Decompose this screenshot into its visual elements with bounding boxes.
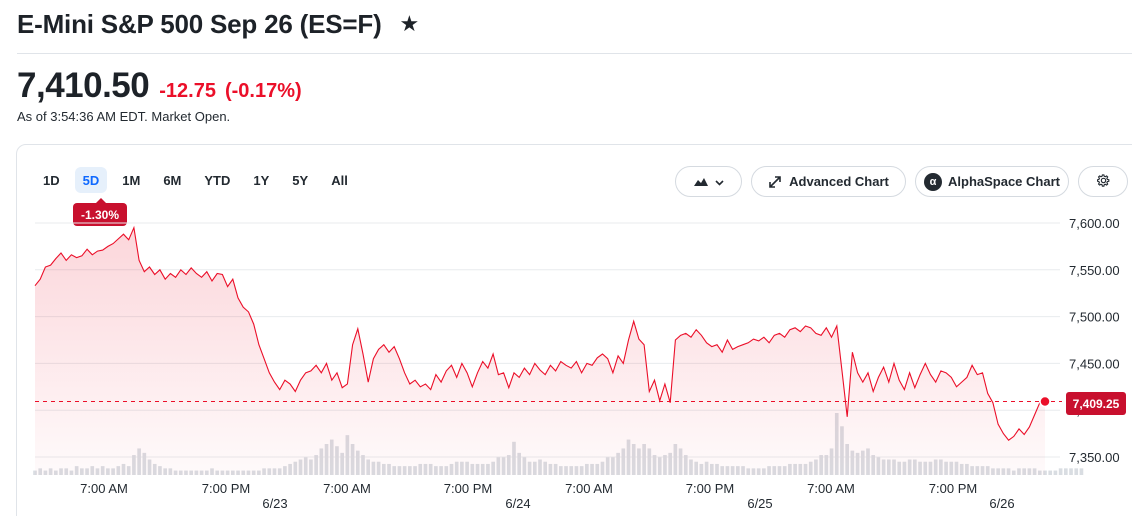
price-area-fill	[35, 227, 1045, 475]
x-tick-label: 7:00 PM	[444, 481, 492, 496]
chevron-down-icon	[714, 174, 724, 189]
chart-type-button[interactable]	[675, 166, 742, 197]
range-all-button[interactable]: All	[331, 172, 348, 188]
range-1y-button[interactable]: 1Y	[253, 172, 270, 188]
x-tick-label: 7:00 PM	[202, 481, 250, 496]
range-5d-button[interactable]: 5D	[74, 167, 108, 193]
price-series-line	[34, 225, 1046, 441]
range-5y-button[interactable]: 5Y	[292, 172, 309, 188]
expand-arrows-icon	[768, 175, 782, 189]
period-change-badge: -1.30%	[73, 198, 127, 226]
current-price: 7,410.50	[17, 66, 150, 105]
alphaspace-chart-button[interactable]: α AlphaSpace Chart	[915, 166, 1069, 197]
alphaspace-chart-label: AlphaSpace Chart	[948, 174, 1060, 189]
advanced-chart-button[interactable]: Advanced Chart	[751, 166, 906, 197]
volume-bar	[1064, 468, 1068, 475]
y-tick-label: 7,550.00	[1069, 263, 1120, 278]
volume-bar	[1053, 470, 1058, 475]
range-1m-button[interactable]: 1M	[122, 172, 141, 188]
gear-icon	[1096, 173, 1111, 191]
x-date-label: 6/24	[505, 496, 530, 511]
volume-bar	[1048, 470, 1053, 475]
price-change: -12.75	[159, 80, 216, 102]
y-tick-label: 7,600.00	[1069, 216, 1120, 231]
market-status-timestamp: As of 3:54:36 AM EDT. Market Open.	[17, 109, 231, 124]
volume-bar	[1069, 468, 1073, 475]
x-tick-label: 7:00 AM	[80, 481, 128, 496]
advanced-chart-label: Advanced Chart	[789, 174, 889, 189]
last-price-badge: 7,409.25	[1066, 392, 1126, 415]
alphaspace-logo-icon: α	[924, 172, 942, 191]
star-icon[interactable]: ★	[399, 11, 420, 36]
x-date-label: 6/26	[989, 496, 1014, 511]
volume-bar	[1079, 468, 1084, 475]
x-tick-label: 7:00 AM	[565, 481, 613, 496]
chart-settings-button[interactable]	[1078, 166, 1128, 197]
range-selector: 1D 5D 1M 6M YTD 1Y 5Y All	[35, 167, 363, 193]
y-tick-label: 7,500.00	[1069, 310, 1120, 325]
quote-price-row: 7,410.50 -12.75 (-0.17%)	[17, 66, 302, 106]
volume-bar	[1058, 468, 1063, 475]
x-date-label: 6/25	[747, 496, 772, 511]
page-title: E-Mini S&P 500 Sep 26 (ES=F)	[17, 8, 382, 39]
range-1d-button[interactable]: 1D	[43, 172, 60, 188]
mountain-chart-icon	[693, 177, 708, 187]
range-6m-button[interactable]: 6M	[163, 172, 182, 188]
title-row: E-Mini S&P 500 Sep 26 (ES=F) ★	[17, 8, 419, 40]
range-ytd-button[interactable]: YTD	[204, 172, 231, 188]
header-divider	[17, 53, 1132, 54]
last-price-marker	[1039, 395, 1051, 408]
chart-card	[16, 144, 1132, 516]
x-tick-label: 7:00 AM	[323, 481, 371, 496]
volume-bar	[1074, 468, 1079, 475]
x-date-label: 6/23	[262, 496, 287, 511]
x-tick-label: 7:00 AM	[807, 481, 855, 496]
x-tick-label: 7:00 PM	[929, 481, 977, 496]
y-tick-label: 7,350.00	[1069, 450, 1120, 465]
y-tick-label: 7,450.00	[1069, 356, 1120, 371]
price-change-percent: (-0.17%)	[224, 80, 302, 102]
x-tick-label: 7:00 PM	[686, 481, 734, 496]
